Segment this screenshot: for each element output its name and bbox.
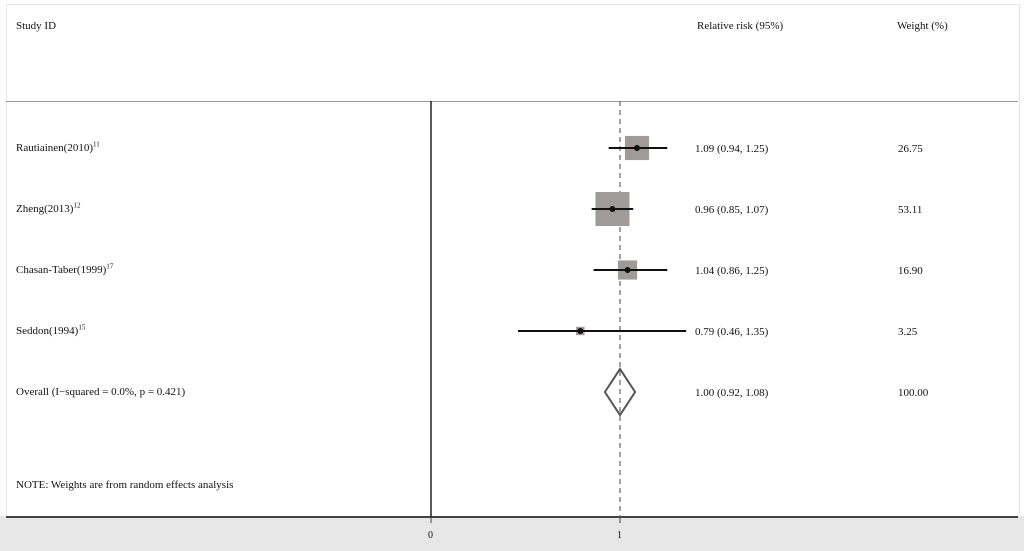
point-estimate-chasan-taber <box>624 267 631 273</box>
rr-value-overall: 1.00 (0.92, 1.08) <box>695 387 769 399</box>
point-estimate-zheng <box>609 206 616 212</box>
weight-header: Weight (%) <box>897 20 948 32</box>
plot-frame <box>6 4 1020 518</box>
x-tick-label-1: 1 <box>617 530 622 541</box>
rr-value-zheng: 0.96 (0.85, 1.07) <box>695 204 769 216</box>
point-estimate-seddon <box>577 328 584 334</box>
weight-value-overall: 100.00 <box>898 387 929 399</box>
study-label-rautiainen: Rautiainen(2010)11 <box>16 140 100 154</box>
point-estimate-rautiainen <box>634 145 641 151</box>
rr-value-chasan-taber: 1.04 (0.86, 1.25) <box>695 265 769 277</box>
overall-diamond <box>603 367 637 417</box>
overall-label: Overall (I−squared = 0.0%, p = 0.421) <box>16 386 186 398</box>
weight-value-rautiainen: 26.75 <box>898 143 923 155</box>
study-id-header: Study ID <box>16 20 57 32</box>
rr-value-rautiainen: 1.09 (0.94, 1.25) <box>695 143 769 155</box>
x-axis-line <box>6 516 1018 518</box>
study-label-seddon: Seddon(1994)15 <box>16 323 86 337</box>
study-label-chasan-taber: Chasan-Taber(1999)17 <box>16 262 114 276</box>
study-label-zheng: Zheng(2013)12 <box>16 201 81 215</box>
x-tick-label-0: 0 <box>428 530 433 541</box>
weights-note: NOTE: Weights are from random effects an… <box>16 479 234 491</box>
header-divider <box>6 101 1018 102</box>
weight-value-zheng: 53.11 <box>898 204 923 216</box>
x-axis-band <box>0 516 1024 551</box>
relative-risk-header: Relative risk (95%) <box>697 20 784 32</box>
rr-value-seddon: 0.79 (0.46, 1.35) <box>695 326 769 338</box>
weight-value-seddon: 3.25 <box>898 326 918 338</box>
weight-value-chasan-taber: 16.90 <box>898 265 923 277</box>
